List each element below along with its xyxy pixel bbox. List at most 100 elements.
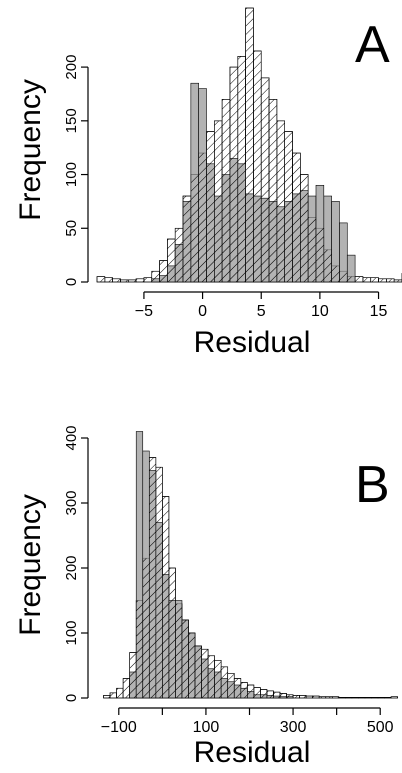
panel-b-overlap-bar: [273, 696, 280, 698]
panel-a-hatched-bar: [386, 278, 395, 283]
panel-b-hatched-bar: [390, 696, 398, 699]
panel-a-overlap-bar: [276, 206, 285, 282]
panel-a-xlabel: Residual: [194, 326, 311, 359]
panel-b-hatched-bar: [318, 696, 327, 699]
panel-b-overlap-bar: [260, 694, 267, 698]
panel-a-x-tick-label: 10: [311, 303, 329, 320]
panel-b-hatched-bar: [351, 697, 359, 699]
panel-b-y-tick-label: 400: [63, 425, 80, 450]
panel-a-hatched-bar: [378, 278, 387, 283]
panel-b-overlap-bar: [221, 678, 228, 698]
panel-b-overlap-bar: [181, 620, 189, 698]
panel-b-hatched-bar: [116, 687, 124, 699]
panel-a-hatched-bar: [370, 277, 379, 283]
panel-b-axes: 0 100 200 300 400 −100 100 300 500: [63, 425, 394, 736]
panel-a-x-tick-label: 0: [198, 303, 207, 320]
panel-a-overlap-bar: [347, 276, 356, 282]
panel-b-overlap-bar: [155, 522, 163, 698]
panel-b-ylabel: Frequency: [14, 494, 47, 636]
panel-b-hatched-bar: [371, 697, 379, 699]
panel-a-overlap-bar: [261, 198, 270, 282]
panel-a-hatched-bar: [104, 277, 113, 283]
panel-a-y-tick-label: 0: [63, 278, 80, 286]
panel-a-x-tick-label: −5: [135, 303, 153, 320]
panel-a-hatched-bar: [120, 279, 129, 283]
panel-b-overlap-bar: [195, 646, 202, 698]
panel-a-overlap-bar: [159, 275, 168, 282]
panel-a-overlap-bar: [323, 249, 332, 282]
panel-a: A Frequency Residual 0 50 100 150 200 −5 0 5 10 1…: [14, 7, 402, 359]
panel-b-x-tick-label: 500: [367, 719, 394, 736]
panel-b-hatched-bar: [292, 695, 300, 699]
panel-a-overlap-bar: [308, 217, 316, 282]
panel-b-overlap-bar: [208, 668, 215, 698]
panel-b-overlap-bar: [201, 659, 209, 698]
panel-b-hatched-bar: [384, 697, 392, 699]
panel-b: B Frequency Residual 0 100 200 300 400 −100 10…: [14, 425, 398, 769]
panel-b-overlap-bar: [142, 558, 150, 698]
panel-a-hatched-bar: [112, 278, 121, 283]
panel-b-overlap-bar: [168, 600, 176, 698]
panel-b-hatched-bar: [122, 678, 130, 699]
panel-b-bars: [103, 431, 398, 699]
panel-a-y-tick-label: 50: [63, 220, 80, 237]
panel-b-y-tick-label: 300: [63, 490, 80, 515]
panel-a-overlap-bar: [339, 271, 348, 282]
panel-b-overlap-bar: [227, 681, 235, 698]
panel-a-ylabel: Frequency: [14, 79, 47, 221]
panel-b-y-tick-label: 100: [63, 620, 80, 645]
panel-b-overlap-bar: [188, 633, 196, 698]
panel-a-x-tick-label: 5: [257, 303, 266, 320]
panel-b-hatched-bar: [299, 695, 307, 699]
panel-b-overlap-bar: [162, 574, 169, 698]
panel-a-overlap-bar: [222, 174, 230, 282]
panel-b-overlap-bar: [234, 685, 241, 698]
panel-b-x-tick-label: −100: [101, 719, 137, 736]
panel-a-overlap-bar: [206, 163, 215, 282]
panel-b-hatched-bar: [364, 697, 372, 699]
panel-b-x-tick-label: 300: [280, 719, 307, 736]
panel-a-overlap-bar: [300, 190, 309, 282]
panel-b-hatched-bar: [325, 696, 333, 699]
panel-a-overlap-bar: [198, 153, 207, 282]
panel-b-overlap-bar: [129, 672, 137, 698]
panel-a-overlap-bar: [229, 158, 238, 282]
panel-a-hatched-bar: [135, 278, 145, 283]
panel-b-y-tick-label: 200: [63, 555, 80, 580]
panel-a-y-tick-label: 150: [63, 108, 80, 133]
panel-b-overlap-bar: [247, 691, 254, 698]
panel-a-overlap-bar: [245, 193, 254, 282]
panel-b-overlap-bar: [266, 695, 274, 698]
panel-b-hatched-bar: [358, 697, 366, 699]
panel-a-bars: [96, 7, 402, 283]
panel-b-hatched-bar: [345, 697, 353, 699]
panel-a-overlap-bar: [331, 265, 340, 282]
panel-a-axes: 0 50 100 150 200 −5 0 5 10 15: [63, 55, 388, 320]
panel-b-overlap-bar: [149, 470, 156, 698]
panel-b-overlap-bar: [286, 696, 294, 698]
panel-b-overlap-bar: [253, 694, 261, 698]
panel-a-overlap-bar: [167, 265, 176, 282]
panel-a-overlap-bar: [253, 196, 262, 282]
panel-b-hatched-bar: [377, 697, 385, 699]
panel-a-hatched-bar: [354, 276, 364, 283]
panel-a-x-tick-label: 15: [370, 303, 388, 320]
panel-a-overlap-bar: [237, 163, 246, 282]
panel-b-hatched-bar: [331, 696, 340, 699]
panel-b-overlap-bar: [136, 600, 143, 698]
panel-a-overlap-bar: [315, 228, 324, 282]
panel-b-hatched-bar: [305, 695, 313, 699]
panel-b-hatched-bar: [338, 697, 346, 699]
panel-b-hatched-bar: [312, 695, 320, 699]
panel-a-overlap-bar: [183, 201, 191, 282]
panel-b-letter: B: [355, 456, 390, 514]
panel-b-overlap-bar: [280, 696, 287, 698]
panel-a-hatched-bar: [127, 279, 137, 283]
panel-a-overlap-bar: [214, 196, 223, 282]
panel-b-overlap-bar: [175, 603, 182, 698]
panel-a-hatched-bar: [96, 276, 106, 283]
panel-a-hatched-bar: [143, 277, 153, 283]
panel-a-overlap-bar: [292, 193, 301, 282]
panel-b-hatched-bar: [103, 695, 111, 699]
